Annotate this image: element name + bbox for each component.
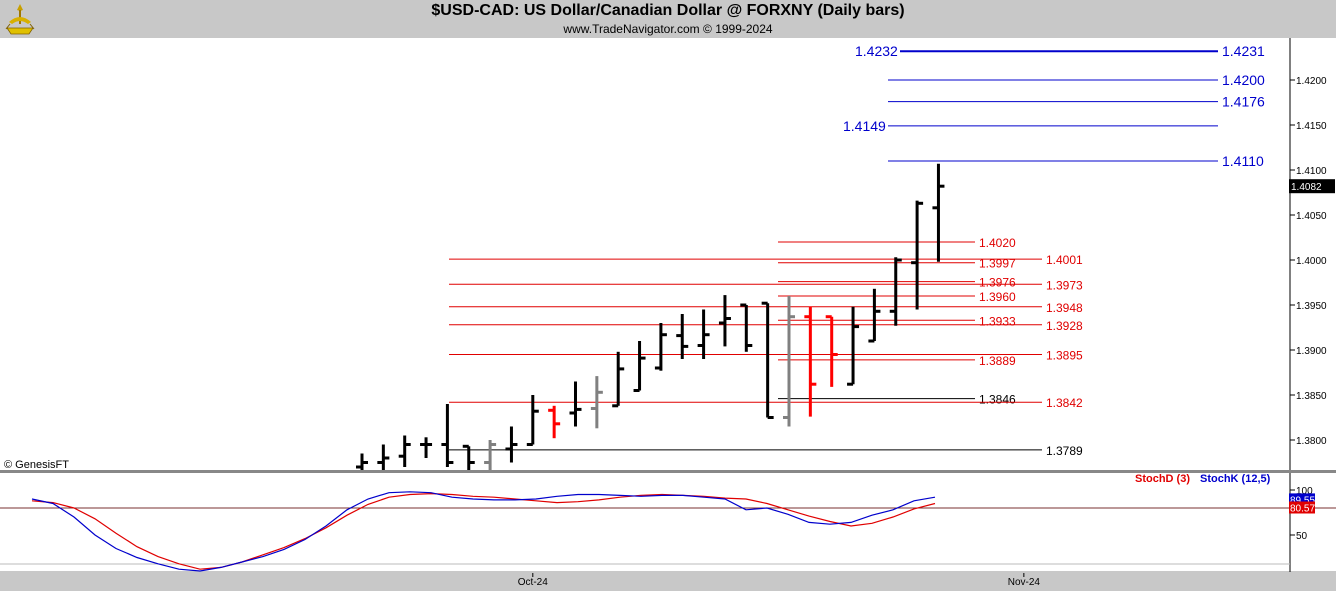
price-tick-label: 1.3950 bbox=[1296, 301, 1327, 312]
price-tick-label: 1.4150 bbox=[1296, 121, 1327, 132]
level-label: 1.3960 bbox=[979, 290, 1016, 304]
price-panel[interactable] bbox=[0, 38, 1290, 470]
stochd-line bbox=[31, 492, 936, 570]
chart-title: $USD-CAD: US Dollar/Canadian Dollar @ FO… bbox=[431, 2, 905, 19]
level-label: 1.3997 bbox=[979, 257, 1016, 271]
stochastic-axis bbox=[1290, 473, 1336, 571]
date-tick-label: Nov-24 bbox=[1008, 577, 1041, 588]
date-axis bbox=[0, 573, 1290, 591]
level-label: 1.3789 bbox=[1046, 444, 1083, 458]
stochd-value: 80.57 bbox=[1290, 503, 1315, 514]
stochk-legend: StochK (12,5) bbox=[1200, 473, 1271, 485]
trade-navigator-logo-icon bbox=[4, 2, 36, 36]
level-label: 1.3948 bbox=[1046, 301, 1083, 315]
level-label: 1.4200 bbox=[1222, 72, 1265, 88]
stoch-tick-label: 100 bbox=[1296, 486, 1313, 497]
chart-subtitle: www.TradeNavigator.com © 1999-2024 bbox=[563, 22, 773, 36]
level-label: 1.4001 bbox=[1046, 253, 1083, 267]
level-label: 1.4110 bbox=[1222, 153, 1264, 169]
price-tick-label: 1.3800 bbox=[1296, 436, 1327, 447]
level-label: 1.4176 bbox=[1222, 94, 1265, 110]
price-axis bbox=[1290, 38, 1336, 470]
level-label: 1.3928 bbox=[1046, 319, 1083, 333]
level-label: 1.4232 bbox=[855, 43, 898, 59]
chart-header: $USD-CAD: US Dollar/Canadian Dollar @ FO… bbox=[0, 0, 1336, 38]
price-tick-label: 1.4050 bbox=[1296, 211, 1327, 222]
stochastic-panel[interactable] bbox=[0, 473, 1290, 571]
level-label: 1.3842 bbox=[1046, 396, 1083, 410]
level-label: 1.4020 bbox=[979, 236, 1016, 250]
level-label: 1.3976 bbox=[979, 276, 1016, 290]
price-tick-label: 1.4200 bbox=[1296, 76, 1327, 87]
price-tick-label: 1.4000 bbox=[1296, 256, 1327, 267]
level-label: 1.3933 bbox=[979, 314, 1016, 328]
last-price-label: 1.4082 bbox=[1291, 182, 1322, 193]
level-label: 1.3895 bbox=[1046, 349, 1083, 363]
level-label: 1.3846 bbox=[979, 393, 1016, 407]
level-label: 1.4231 bbox=[1222, 43, 1265, 59]
price-tick-label: 1.3850 bbox=[1296, 391, 1327, 402]
stochk-line bbox=[31, 491, 936, 572]
last-price-box bbox=[1289, 179, 1335, 194]
price-tick-label: 1.3900 bbox=[1296, 346, 1327, 357]
level-label: 1.4149 bbox=[843, 118, 886, 134]
stochk-value: 89.55 bbox=[1290, 495, 1315, 506]
stoch-tick-label: 50 bbox=[1296, 531, 1308, 542]
stochd-legend: StochD (3) bbox=[1135, 473, 1190, 485]
price-tick-label: 1.4100 bbox=[1296, 166, 1327, 177]
stochd-value-box bbox=[1289, 501, 1315, 514]
copyright-label: © GenesisFT bbox=[4, 459, 69, 471]
date-axis-corner bbox=[1290, 573, 1336, 591]
level-label: 1.3889 bbox=[979, 354, 1016, 368]
date-tick-label: Oct-24 bbox=[518, 577, 548, 588]
level-label: 1.3973 bbox=[1046, 278, 1083, 292]
